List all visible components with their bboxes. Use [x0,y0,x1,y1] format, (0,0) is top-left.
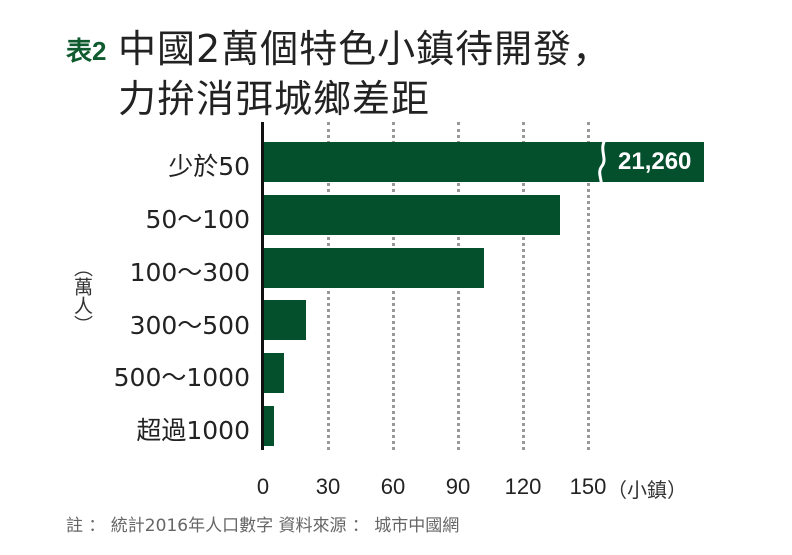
bar-break-mark [598,138,608,188]
x-tick-label: 30 [315,474,341,499]
gridline-120 [522,122,525,450]
bar-value-label: 21,260 [618,148,692,175]
category-label: 超過1000 [136,416,250,445]
bar-over-1000 [264,406,274,446]
gridline-150 [587,122,590,450]
y-axis-unit: （萬人） [71,258,93,334]
chart-title-line-1: 中國2萬個特色小鎮待開發， [118,27,612,71]
category-label: 500～1000 [113,363,250,392]
chart-title-line-2: 力拚消弭城鄉差距 [118,77,431,121]
y-axis-line [261,122,264,450]
source-note: 註 ： 統計2016年人口數字 資料來源 ： 城市中國網 [66,516,460,536]
bar-500-1000 [264,353,284,393]
x-tick-label: 90 [445,474,471,499]
bar-less-than-50 [264,142,704,182]
x-axis-unit: （小鎮） [607,478,687,502]
bar-100-300 [264,248,484,288]
x-tick-label: 0 [256,474,270,499]
x-tick-label: 60 [380,474,406,499]
category-label: 50～100 [145,205,250,234]
bar-300-500 [264,300,306,340]
category-label: 少於50 [168,152,250,181]
x-tick-label: 150 [569,474,607,499]
category-label: 300～500 [129,311,250,340]
x-tick-label: 120 [504,474,542,499]
category-label: 100～300 [129,258,250,287]
chart-title-tag: 表2 [66,36,107,66]
bar-50-100 [264,195,560,235]
